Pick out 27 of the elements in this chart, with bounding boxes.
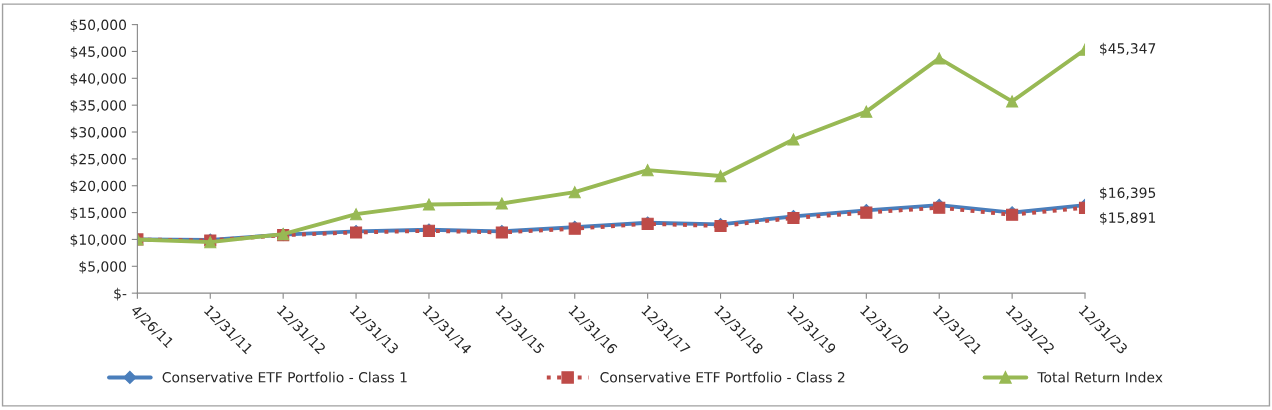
y-tick-label: $30,000	[70, 126, 127, 140]
y-tick-label: $45,000	[70, 46, 127, 59]
data-label: $15,891	[1100, 212, 1156, 225]
y-tick-label: $-	[114, 287, 127, 301]
legend-label: Total Return Index	[1037, 371, 1163, 383]
point	[568, 186, 581, 199]
legend-label: Conservative ETF Portfolio - Class 1	[162, 371, 407, 383]
point	[714, 169, 727, 183]
point	[641, 164, 654, 177]
y-tick-label: $5,000	[79, 261, 127, 274]
y-tick-label: $50,000	[70, 19, 127, 32]
legend-label: Conservative ETF Portfolio - Class 2	[600, 371, 845, 383]
y-tick-label: $20,000	[70, 180, 127, 194]
point	[933, 52, 946, 65]
y-tick-label: $15,000	[70, 207, 127, 220]
data-label: $16,395	[1100, 187, 1156, 200]
point	[495, 197, 508, 210]
y-tick-label: $35,000	[70, 99, 127, 113]
point	[860, 105, 873, 118]
point	[1006, 95, 1019, 108]
y-tick-label: $40,000	[70, 73, 127, 86]
data-label: $45,347	[1100, 42, 1156, 56]
point	[349, 208, 363, 221]
y-tick-label: $25,000	[70, 153, 127, 167]
point	[422, 198, 436, 211]
point	[787, 133, 800, 146]
y-tick-label: $10,000	[70, 234, 127, 247]
